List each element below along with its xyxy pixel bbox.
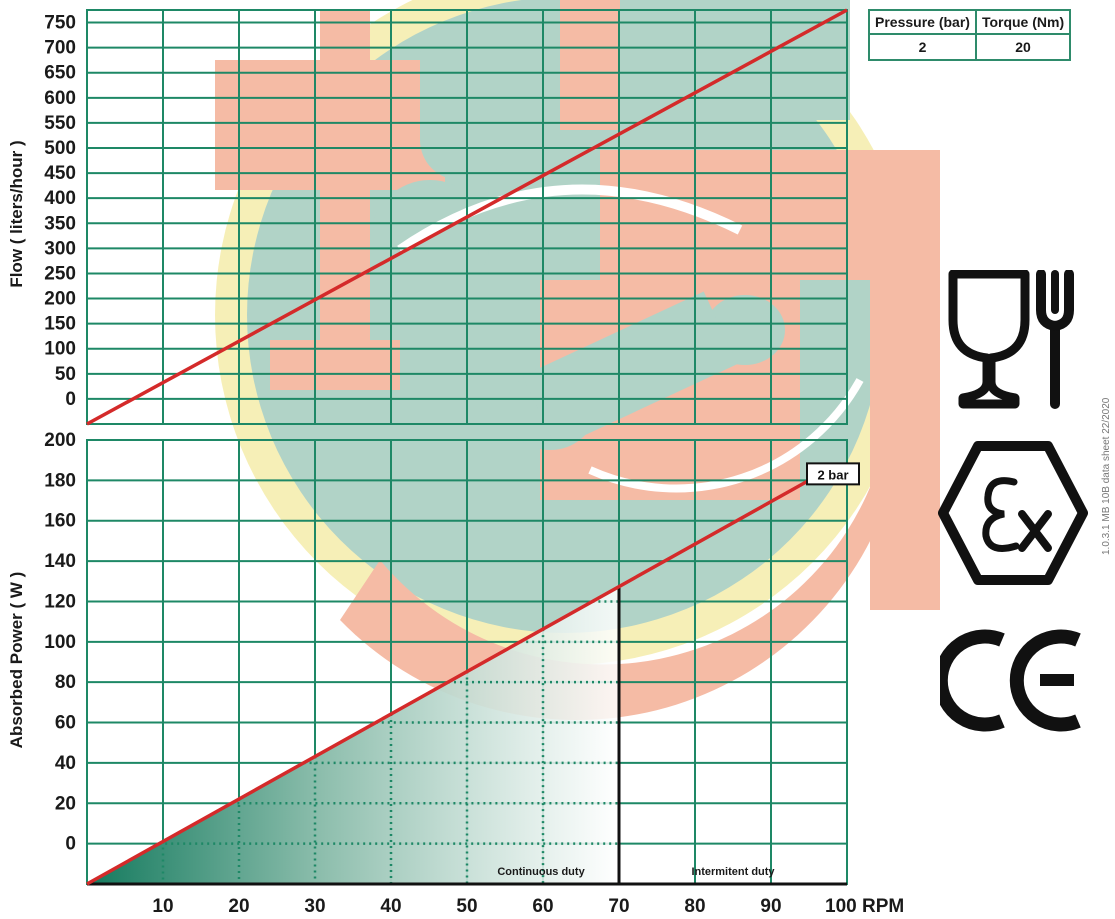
document-reference: 1.0.3.1 MB 10B data sheet 22/2020	[1101, 397, 1112, 555]
torque-header: Torque (Nm)	[974, 9, 1072, 35]
flow-y-tick-label: 450	[44, 163, 76, 184]
duty-region-label: Continuous duty	[497, 866, 585, 878]
document-reference-text: 1.0.3.1 MB 10B data sheet 22/2020	[1101, 397, 1112, 555]
series-label: 2 bar	[817, 467, 848, 482]
x-tick-label: 80	[684, 896, 705, 917]
flow-y-tick-label: 100	[44, 339, 76, 360]
x-tick-label: 40	[380, 896, 401, 917]
x-tick-label: 20	[228, 896, 249, 917]
x-tick-label: 10	[152, 896, 173, 917]
absorbed-power-chart: 0 20 40 60 80 100 120 140 160 180 200 Continuous du…	[44, 430, 904, 917]
pressure-header: Pressure (bar)	[868, 9, 977, 35]
duty-region-label: Intermitent duty	[691, 866, 775, 878]
power-series-line	[86, 478, 810, 886]
power-y-tick-label: 0	[65, 834, 76, 855]
flow-y-tick-label: 50	[55, 364, 76, 385]
flow-y-tick-label: 300	[44, 238, 76, 259]
flow-axis-label: Flow ( liters/hour )	[7, 140, 26, 287]
flow-y-tick-label: 200	[44, 289, 76, 310]
x-tick-label: 30	[304, 896, 325, 917]
power-y-tick-label: 40	[55, 753, 76, 774]
flow-y-tick-label: 150	[44, 314, 76, 335]
power-y-tick-label: 160	[44, 511, 76, 532]
flow-y-tick-label: 500	[44, 138, 76, 159]
x-tick-label: 60	[532, 896, 553, 917]
power-y-tick-label: 140	[44, 551, 76, 572]
flow-y-tick-label: 250	[44, 263, 76, 284]
flow-chart: 0 50 100 150 200 250 300 350 400 450 500 550 600 650 7…	[44, 8, 848, 426]
flow-y-tick-label: 0	[65, 389, 76, 410]
power-y-tick-label: 80	[55, 672, 76, 693]
ce-mark-icon	[933, 628, 1085, 733]
power-y-tick-label: 180	[44, 470, 76, 491]
x-tick-label: 100 RPM	[825, 896, 904, 917]
flow-y-tick-label: 750	[44, 13, 76, 34]
series-label-box	[806, 462, 860, 486]
flow-y-tick-label: 700	[44, 38, 76, 59]
power-axis-label: Absorbed Power ( W )	[7, 572, 26, 749]
flow-y-tick-label: 350	[44, 213, 76, 234]
spec-table: Pressure (bar) Torque (Nm) 2 20	[868, 9, 1072, 61]
flow-y-tick-label: 400	[44, 188, 76, 209]
atex-ex-icon	[938, 438, 1088, 588]
x-tick-label: 90	[760, 896, 781, 917]
flow-series-line	[86, 8, 848, 426]
power-y-tick-label: 60	[55, 713, 76, 734]
food-safe-icon	[945, 269, 1080, 410]
power-y-tick-label: 200	[44, 430, 76, 451]
power-y-tick-label: 20	[55, 793, 76, 814]
x-tick-label: 70	[608, 896, 629, 917]
x-tick-label: 50	[456, 896, 477, 917]
flow-y-tick-label: 600	[44, 88, 76, 109]
spec-table-value-row: 2 20	[868, 33, 1072, 61]
flow-y-tick-label: 650	[44, 63, 76, 84]
flow-y-tick-label: 550	[44, 113, 76, 134]
torque-value: 20	[974, 33, 1072, 61]
power-y-tick-label: 120	[44, 591, 76, 612]
pressure-value: 2	[868, 33, 977, 61]
power-y-tick-label: 100	[44, 632, 76, 653]
spec-table-header-row: Pressure (bar) Torque (Nm)	[868, 9, 1072, 35]
